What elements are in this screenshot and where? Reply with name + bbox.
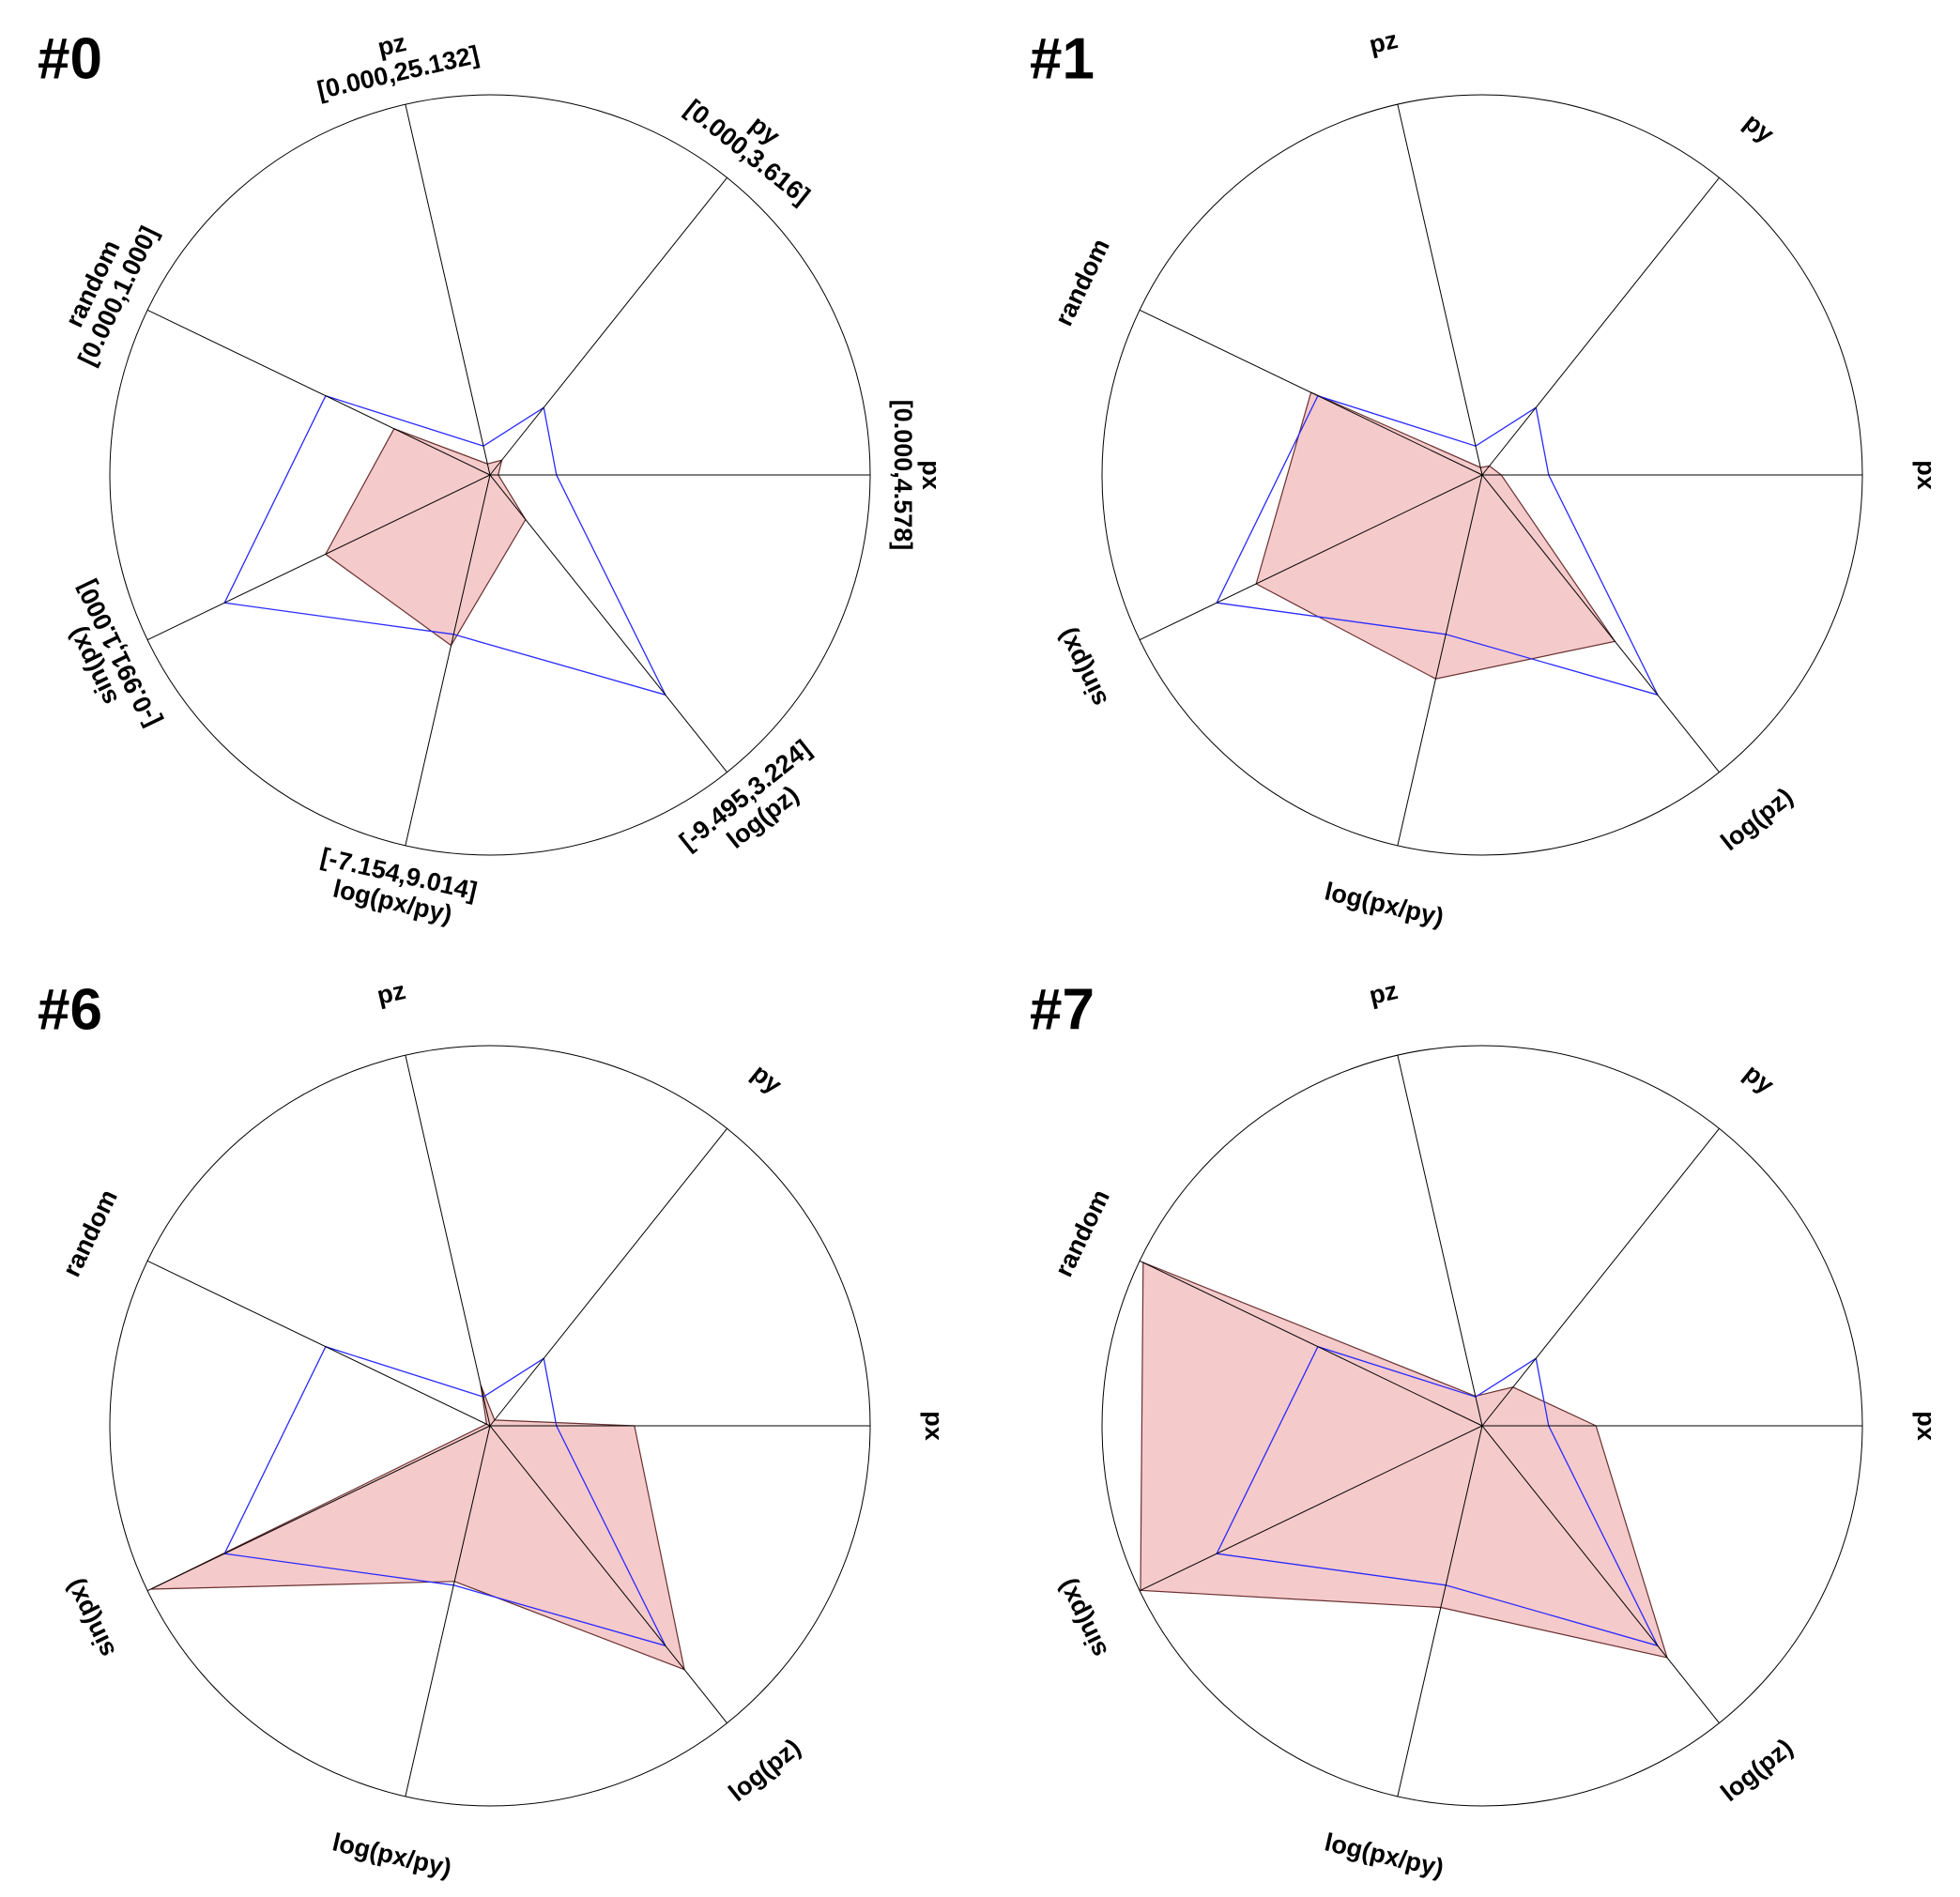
panel-title: #0 [38, 26, 102, 91]
axis-label: px [920, 1411, 948, 1441]
axis-line [489, 177, 727, 476]
axis-line [489, 474, 727, 773]
axis-line [405, 474, 491, 846]
axis-label-group: log(px/py) [1322, 1828, 1446, 1882]
axis-label-group: px [920, 1411, 948, 1441]
axis-label-group: log(px/py) [329, 1828, 453, 1882]
spider-panel: #6 px py pz random sin(px) log(px/py) log(pz) [38, 976, 948, 1882]
axis-label: log(px/py) [329, 1828, 453, 1882]
axis-line [489, 1425, 727, 1723]
entry-polygon [325, 428, 527, 647]
axis-label: sin(px) [1051, 624, 1112, 711]
axis-line [1481, 177, 1720, 476]
axis-label-group: log(pz) [1716, 1733, 1799, 1807]
axis-line [1397, 104, 1483, 476]
axis-line [146, 1260, 491, 1427]
axis-line [146, 1425, 491, 1592]
axis-label-group: px [1912, 460, 1940, 490]
entry-polygon [150, 1385, 685, 1671]
axis-label-group: random [1049, 235, 1115, 330]
axis-range-label: [0.000,3.616] [680, 94, 815, 210]
panel-title: #6 [38, 977, 102, 1042]
axis-line [1139, 1260, 1483, 1427]
axis-label: log(px/py) [1322, 877, 1446, 931]
axis-line [489, 1128, 727, 1427]
average-polygon [1216, 1345, 1660, 1647]
axis-label: log(px/py) [1322, 1828, 1446, 1882]
axis-label: py [746, 1059, 787, 1099]
axis-label: px [1912, 460, 1940, 490]
axis-line [146, 309, 491, 476]
axis-label-group: pz [1367, 976, 1401, 1010]
axis-label: pz [1367, 976, 1401, 1010]
axis-label: py [1738, 108, 1779, 148]
axis-line [1481, 1128, 1720, 1427]
entry-polygon [1255, 391, 1616, 680]
axis-label-group: random[0.000,1.000] [60, 222, 163, 370]
axis-label: px [917, 460, 945, 490]
axis-label: pz [1367, 25, 1401, 59]
panel-title: #7 [1030, 977, 1095, 1042]
axis-label-group: [-7.154,9.014]log(px/py) [318, 843, 480, 929]
axis-line [1139, 1425, 1483, 1592]
axis-label: pz [375, 976, 408, 1010]
axis-label-group: sin(px)[-0.991,1.000] [62, 576, 165, 732]
axis-label: log(pz) [1716, 1733, 1799, 1807]
axis-range-label: [0.000,4.578] [889, 400, 917, 551]
axis-label-group: [-9.495,3.224]log(pz) [674, 734, 816, 855]
axis-line [1481, 1425, 1720, 1723]
axis-label: py [1738, 1059, 1779, 1099]
axis-line [1481, 474, 1720, 773]
axis-label-group: py [1738, 1059, 1779, 1099]
axis-label-group: sin(px) [1051, 624, 1112, 711]
axis-label: pz [375, 28, 408, 62]
axis-line [1397, 1055, 1483, 1427]
axis-label-group: random [1049, 1186, 1115, 1281]
entry-polygon [1140, 1262, 1668, 1659]
axis-label-group: px[0.000,4.578] [889, 400, 945, 551]
spider-panel: #7 px py pz random sin(px) log(px/py) log(pz) [1030, 976, 1940, 1882]
axis-label-group: py [746, 1059, 787, 1099]
axis-line [1397, 1425, 1483, 1797]
axis-label-group: pz [375, 976, 408, 1010]
axis-label: random [1049, 1186, 1115, 1281]
axis-label: sin(px) [59, 1575, 120, 1662]
spider-panel: #1 px py pz random sin(px) log(px/py) log(pz) [1030, 25, 1940, 931]
axis-label: log(pz) [1716, 782, 1799, 856]
axis-label-group: random [57, 1186, 123, 1281]
axis-label: px [1912, 1411, 1940, 1441]
axis-label-group: py[0.000,3.616] [680, 94, 815, 210]
axis-line [146, 474, 491, 641]
panel-title: #1 [1030, 26, 1095, 91]
axis-label: sin(px) [1051, 1575, 1112, 1662]
average-polygon [223, 394, 667, 696]
spider-panel: #0px[0.000,4.578]py[0.000,3.616]pz[0.000… [38, 26, 945, 929]
axis-line [1139, 474, 1483, 641]
average-polygon [223, 1345, 667, 1647]
axis-label-group: log(px/py) [1322, 877, 1446, 931]
axis-label-group: sin(px) [59, 1575, 120, 1662]
axis-label-group: log(pz) [724, 1733, 806, 1807]
axis-label-group: px [1912, 1411, 1940, 1441]
axis-line [405, 104, 491, 476]
axis-label: log(pz) [724, 1733, 806, 1807]
axis-label: random [57, 1186, 123, 1281]
axis-label-group: sin(px) [1051, 1575, 1112, 1662]
axis-line [405, 1425, 491, 1797]
axis-label-group: pz [1367, 25, 1401, 59]
axis-label-group: py [1738, 108, 1779, 148]
axis-label-group: log(pz) [1716, 782, 1799, 856]
average-polygon [1216, 394, 1660, 696]
axis-line [1397, 474, 1483, 846]
axis-line [1139, 309, 1483, 476]
axis-label: random [1049, 235, 1115, 330]
axis-line [405, 1055, 491, 1427]
axis-label-group: pz[0.000,25.132] [314, 28, 482, 104]
